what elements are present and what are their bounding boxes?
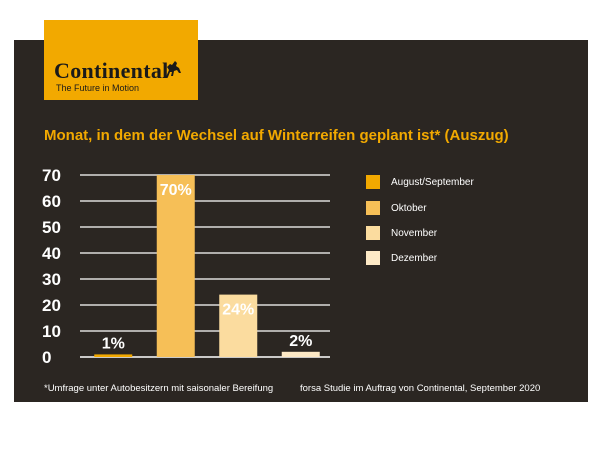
continental-logo: Continental The Future in Motion bbox=[44, 20, 198, 100]
legend-swatch bbox=[366, 226, 380, 240]
legend-item: Oktober bbox=[366, 201, 427, 215]
legend-item: Dezember bbox=[366, 251, 437, 265]
data-label: 1% bbox=[102, 335, 125, 352]
y-tick-label: 60 bbox=[42, 192, 61, 211]
bar-3 bbox=[219, 294, 258, 357]
logo-wordmark: Continental bbox=[54, 58, 169, 83]
y-tick-label: 50 bbox=[42, 218, 61, 237]
data-label: 2% bbox=[289, 333, 312, 350]
legend-item: August/September bbox=[366, 175, 474, 189]
y-tick-label: 20 bbox=[42, 296, 61, 315]
chart-title: Monat, in dem der Wechsel auf Winterreif… bbox=[44, 127, 509, 144]
horse-icon bbox=[166, 61, 181, 77]
legend-label: Dezember bbox=[391, 252, 438, 264]
data-label: 24% bbox=[222, 302, 254, 319]
bar-1 bbox=[94, 354, 133, 357]
legend-swatch bbox=[366, 251, 380, 265]
bar-2 bbox=[156, 175, 195, 357]
y-tick-label: 0 bbox=[42, 348, 51, 367]
data-label: 70% bbox=[160, 182, 192, 199]
legend-swatch bbox=[366, 175, 380, 189]
legend-swatch bbox=[366, 201, 380, 215]
y-tick-label: 40 bbox=[42, 244, 61, 263]
legend-label: Oktober bbox=[391, 202, 427, 214]
logo-tagline: The Future in Motion bbox=[56, 83, 140, 93]
chart-card bbox=[14, 40, 588, 402]
y-tick-label: 30 bbox=[42, 270, 61, 289]
legend-label: August/September bbox=[391, 176, 474, 188]
source-note: forsa Studie im Auftrag von Continental,… bbox=[300, 383, 541, 394]
footnote: *Umfrage unter Autobesitzern mit saisona… bbox=[44, 383, 274, 394]
bar-4 bbox=[281, 351, 320, 357]
y-tick-label: 70 bbox=[42, 166, 61, 185]
legend-item: November bbox=[366, 226, 437, 240]
y-tick-label: 10 bbox=[42, 322, 61, 341]
legend-label: November bbox=[391, 227, 438, 239]
